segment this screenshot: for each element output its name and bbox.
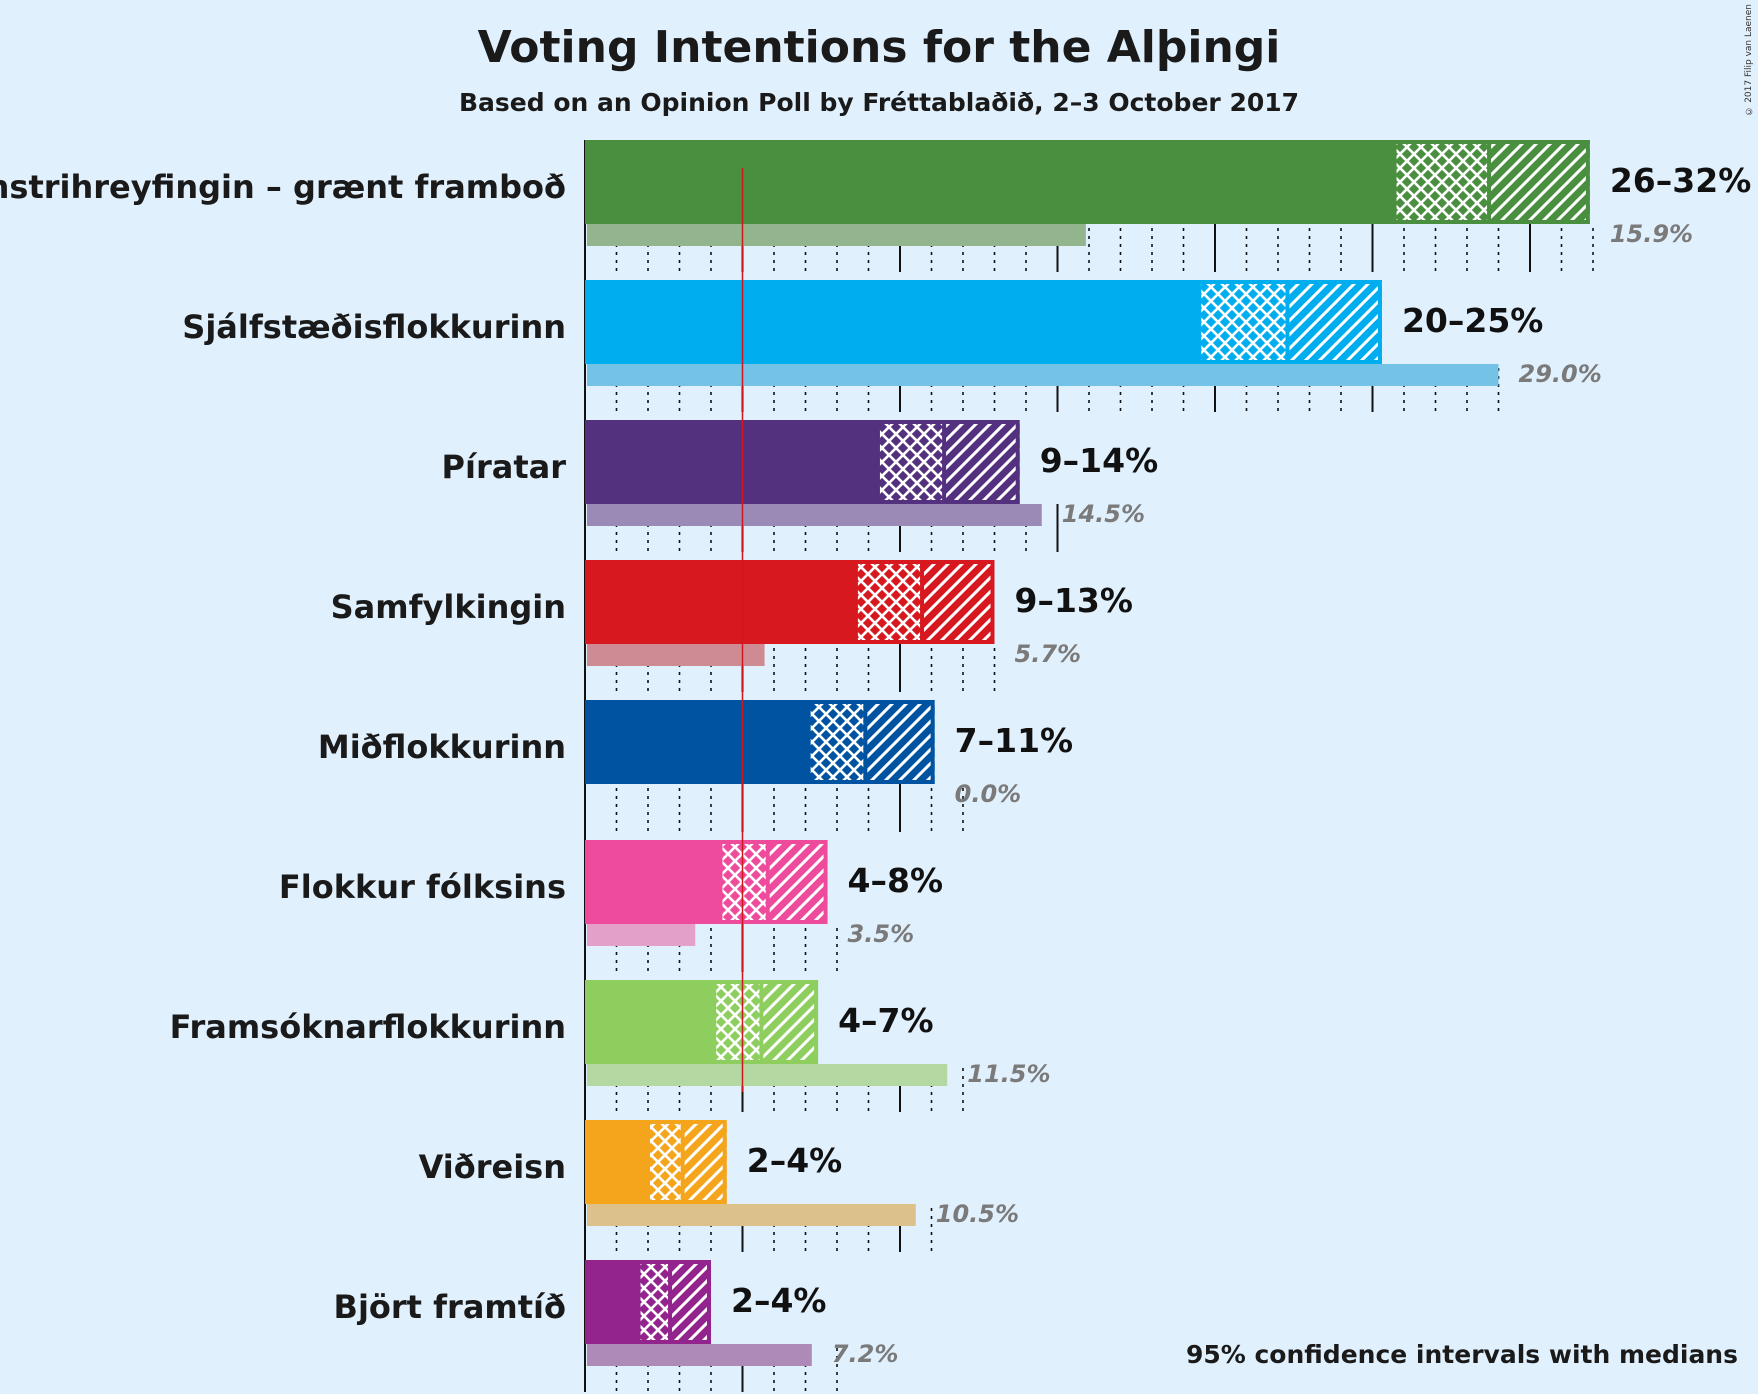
- ci-solid-bar: [585, 840, 721, 924]
- ci-upper-hatch: [922, 560, 995, 644]
- previous-result-label: 29.0%: [1519, 360, 1602, 388]
- ci-lower-hatch: [1394, 140, 1490, 224]
- previous-result-label: 11.5%: [967, 1060, 1050, 1088]
- range-label: 2–4%: [747, 1141, 843, 1180]
- party-name: Sjálfstæðisflokkurinn: [182, 308, 566, 346]
- party-name: Miðflokkurinn: [318, 728, 566, 766]
- range-label: 7–11%: [955, 721, 1073, 760]
- ci-solid-bar: [585, 1120, 648, 1204]
- ci-solid-bar: [585, 1260, 639, 1344]
- ci-outline: [636, 1260, 711, 1344]
- ci-upper-hatch: [682, 1120, 727, 1204]
- chart-subtitle: Based on an Opinion Poll by Fréttablaðið…: [458, 88, 1300, 117]
- ci-upper-hatch: [865, 700, 935, 784]
- ci-solid-bar: [585, 280, 1200, 364]
- ci-solid-bar: [585, 140, 1395, 224]
- previous-result-label: 0.0%: [955, 780, 1022, 808]
- ci-lower-hatch: [877, 420, 945, 504]
- previous-result-label: 7.2%: [832, 1340, 899, 1368]
- previous-result-label: 10.5%: [936, 1200, 1019, 1228]
- previous-result-label: 15.9%: [1610, 220, 1693, 248]
- range-label: 9–13%: [1015, 581, 1133, 620]
- ci-upper-hatch: [670, 1260, 711, 1344]
- previous-result-bar: [587, 924, 696, 946]
- previous-result-bar: [587, 364, 1499, 386]
- party-name: Flokkur fólksins: [279, 868, 566, 906]
- ci-upper-hatch: [761, 980, 819, 1064]
- ci-upper-hatch: [944, 420, 1020, 504]
- party-name: Framsóknarflokkurinn: [170, 1008, 566, 1046]
- ci-lower-hatch: [1199, 280, 1288, 364]
- party-name: Viðreisn: [419, 1148, 566, 1186]
- ci-outline: [1392, 140, 1590, 224]
- ci-outline: [712, 980, 819, 1064]
- previous-result-label: 3.5%: [848, 920, 915, 948]
- ci-solid-bar: [585, 420, 878, 504]
- party-labels: Vinstrihreyfingin – grænt framboð 26–32% 1…: [0, 161, 1751, 1368]
- range-label: 20–25%: [1402, 301, 1543, 340]
- ci-lower-hatch: [648, 1120, 683, 1204]
- previous-result-bar: [587, 644, 765, 666]
- party-name: Vinstrihreyfingin – grænt framboð: [0, 168, 566, 206]
- chart-title: Voting Intentions for the Alþingi: [477, 22, 1281, 73]
- ci-lower-hatch: [808, 700, 866, 784]
- party-name: Píratar: [442, 448, 567, 486]
- ci-outline: [875, 420, 1020, 504]
- ci-lower-hatch: [714, 980, 762, 1064]
- ci-lower-hatch: [638, 1260, 671, 1344]
- previous-result-bar: [587, 1204, 916, 1226]
- ci-solid-bar: [585, 700, 809, 784]
- ci-upper-hatch: [1489, 140, 1590, 224]
- range-label: 4–7%: [838, 1001, 934, 1040]
- ci-lower-hatch: [720, 840, 768, 924]
- ci-outline: [646, 1120, 727, 1204]
- ci-solid-bar: [585, 560, 856, 644]
- previous-result-label: 14.5%: [1062, 500, 1145, 528]
- footnote: 95% confidence intervals with medians: [1185, 1340, 1738, 1369]
- range-label: 9–14%: [1040, 441, 1158, 480]
- range-label: 4–8%: [848, 861, 944, 900]
- range-label: 2–4%: [731, 1281, 827, 1320]
- previous-result-label: 5.7%: [1015, 640, 1082, 668]
- previous-result-bar: [587, 1344, 812, 1366]
- ci-outline: [1197, 280, 1382, 364]
- ci-lower-hatch: [855, 560, 923, 644]
- previous-result-bar: [587, 1064, 948, 1086]
- previous-result-bar: [587, 504, 1042, 526]
- ci-outline: [806, 700, 935, 784]
- party-bars: [585, 140, 1590, 1366]
- party-name: Björt framtíð: [334, 1288, 566, 1326]
- ci-outline: [853, 560, 995, 644]
- range-label: 26–32%: [1610, 161, 1751, 200]
- party-name: Samfylkingin: [331, 588, 566, 626]
- ci-outline: [718, 840, 828, 924]
- ci-upper-hatch: [767, 840, 828, 924]
- ci-upper-hatch: [1287, 280, 1382, 364]
- previous-result-bar: [587, 224, 1086, 246]
- ci-solid-bar: [585, 980, 715, 1064]
